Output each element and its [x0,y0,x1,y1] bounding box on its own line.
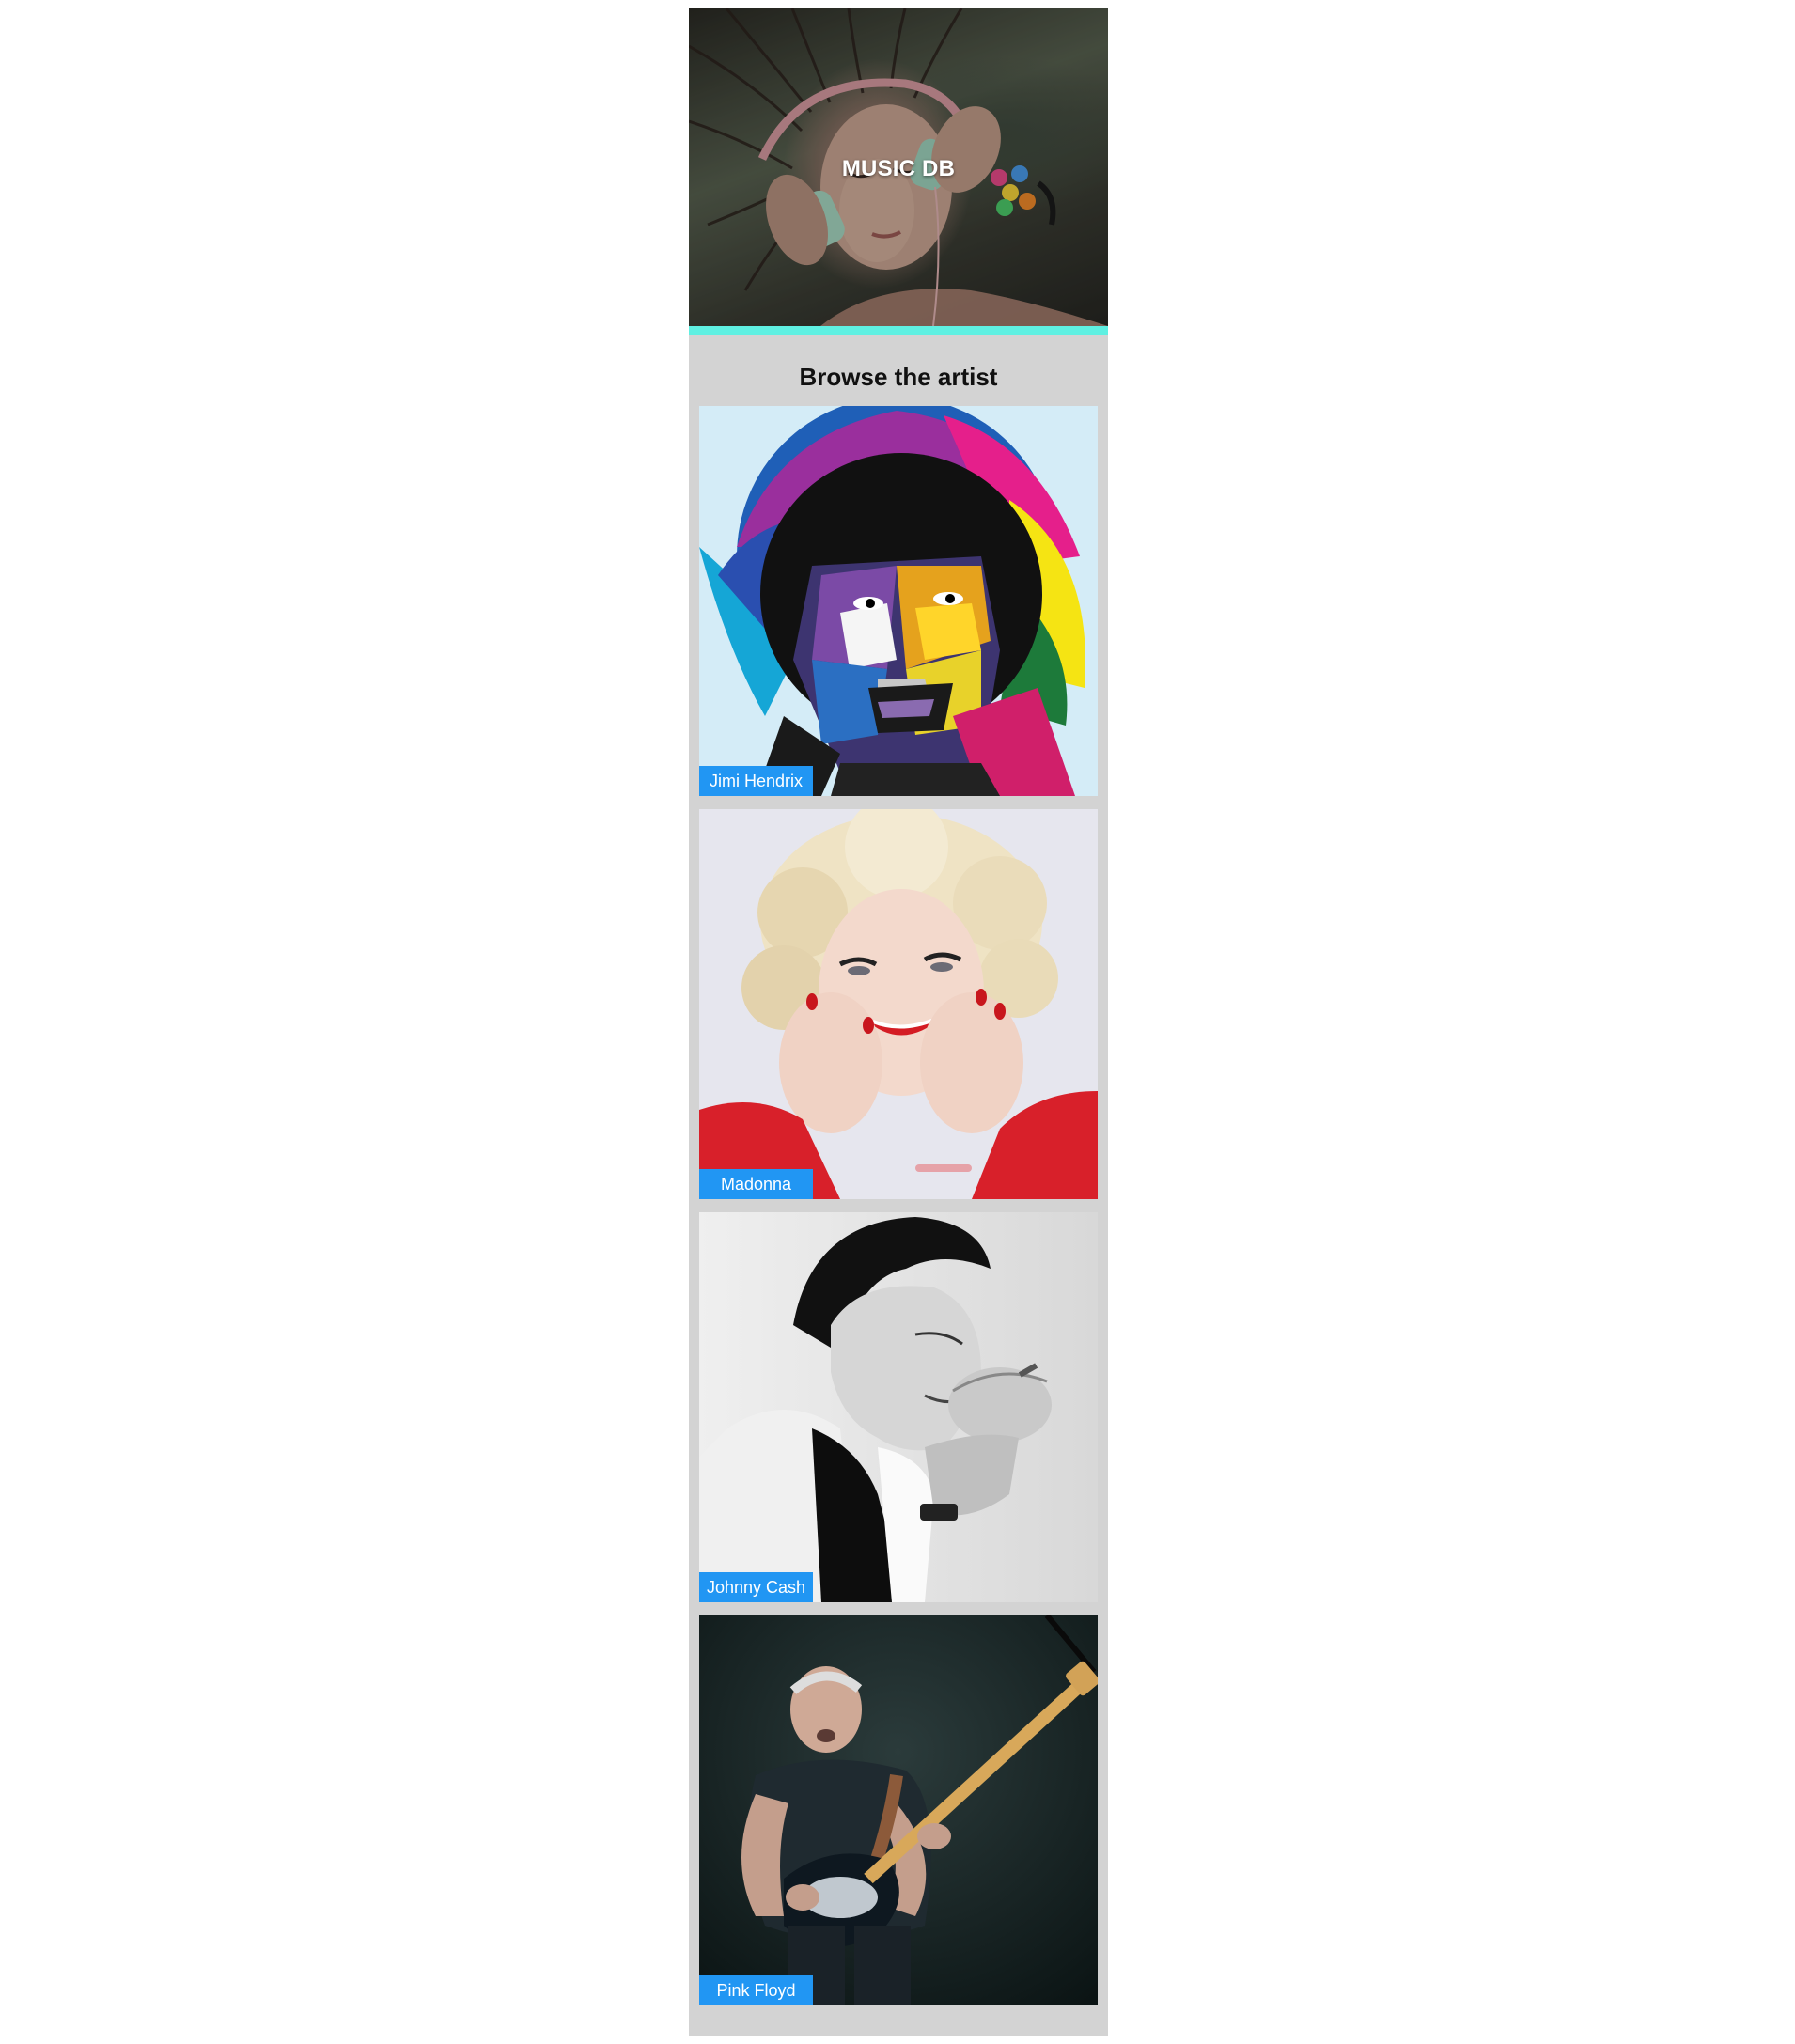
pink-floyd-image [699,1615,1098,2005]
artist-name-label: Madonna [699,1169,813,1199]
header-accent-bar [689,326,1108,335]
section-title: Browse the artist [799,363,998,391]
madonna-image [699,809,1098,1199]
artist-card-johnny-cash[interactable]: Johnny Cash [699,1212,1098,1602]
app-panel: MUSIC DB Browse the artist [689,8,1108,2036]
artist-name-label: Pink Floyd [699,1975,813,2005]
artist-name-label: Johnny Cash [699,1572,813,1602]
artist-card-pink-floyd[interactable]: Pink Floyd [699,1615,1098,2005]
artist-card-madonna[interactable]: Madonna [699,809,1098,1199]
johnny-cash-image [699,1212,1098,1602]
header-hero: MUSIC DB [689,8,1108,326]
jimi-hendrix-image [699,406,1098,796]
app-title: MUSIC DB [841,156,956,181]
header-hero-image [689,8,1108,326]
artist-name-label: Jimi Hendrix [699,766,813,796]
artist-card-jimi-hendrix[interactable]: Jimi Hendrix [699,406,1098,796]
